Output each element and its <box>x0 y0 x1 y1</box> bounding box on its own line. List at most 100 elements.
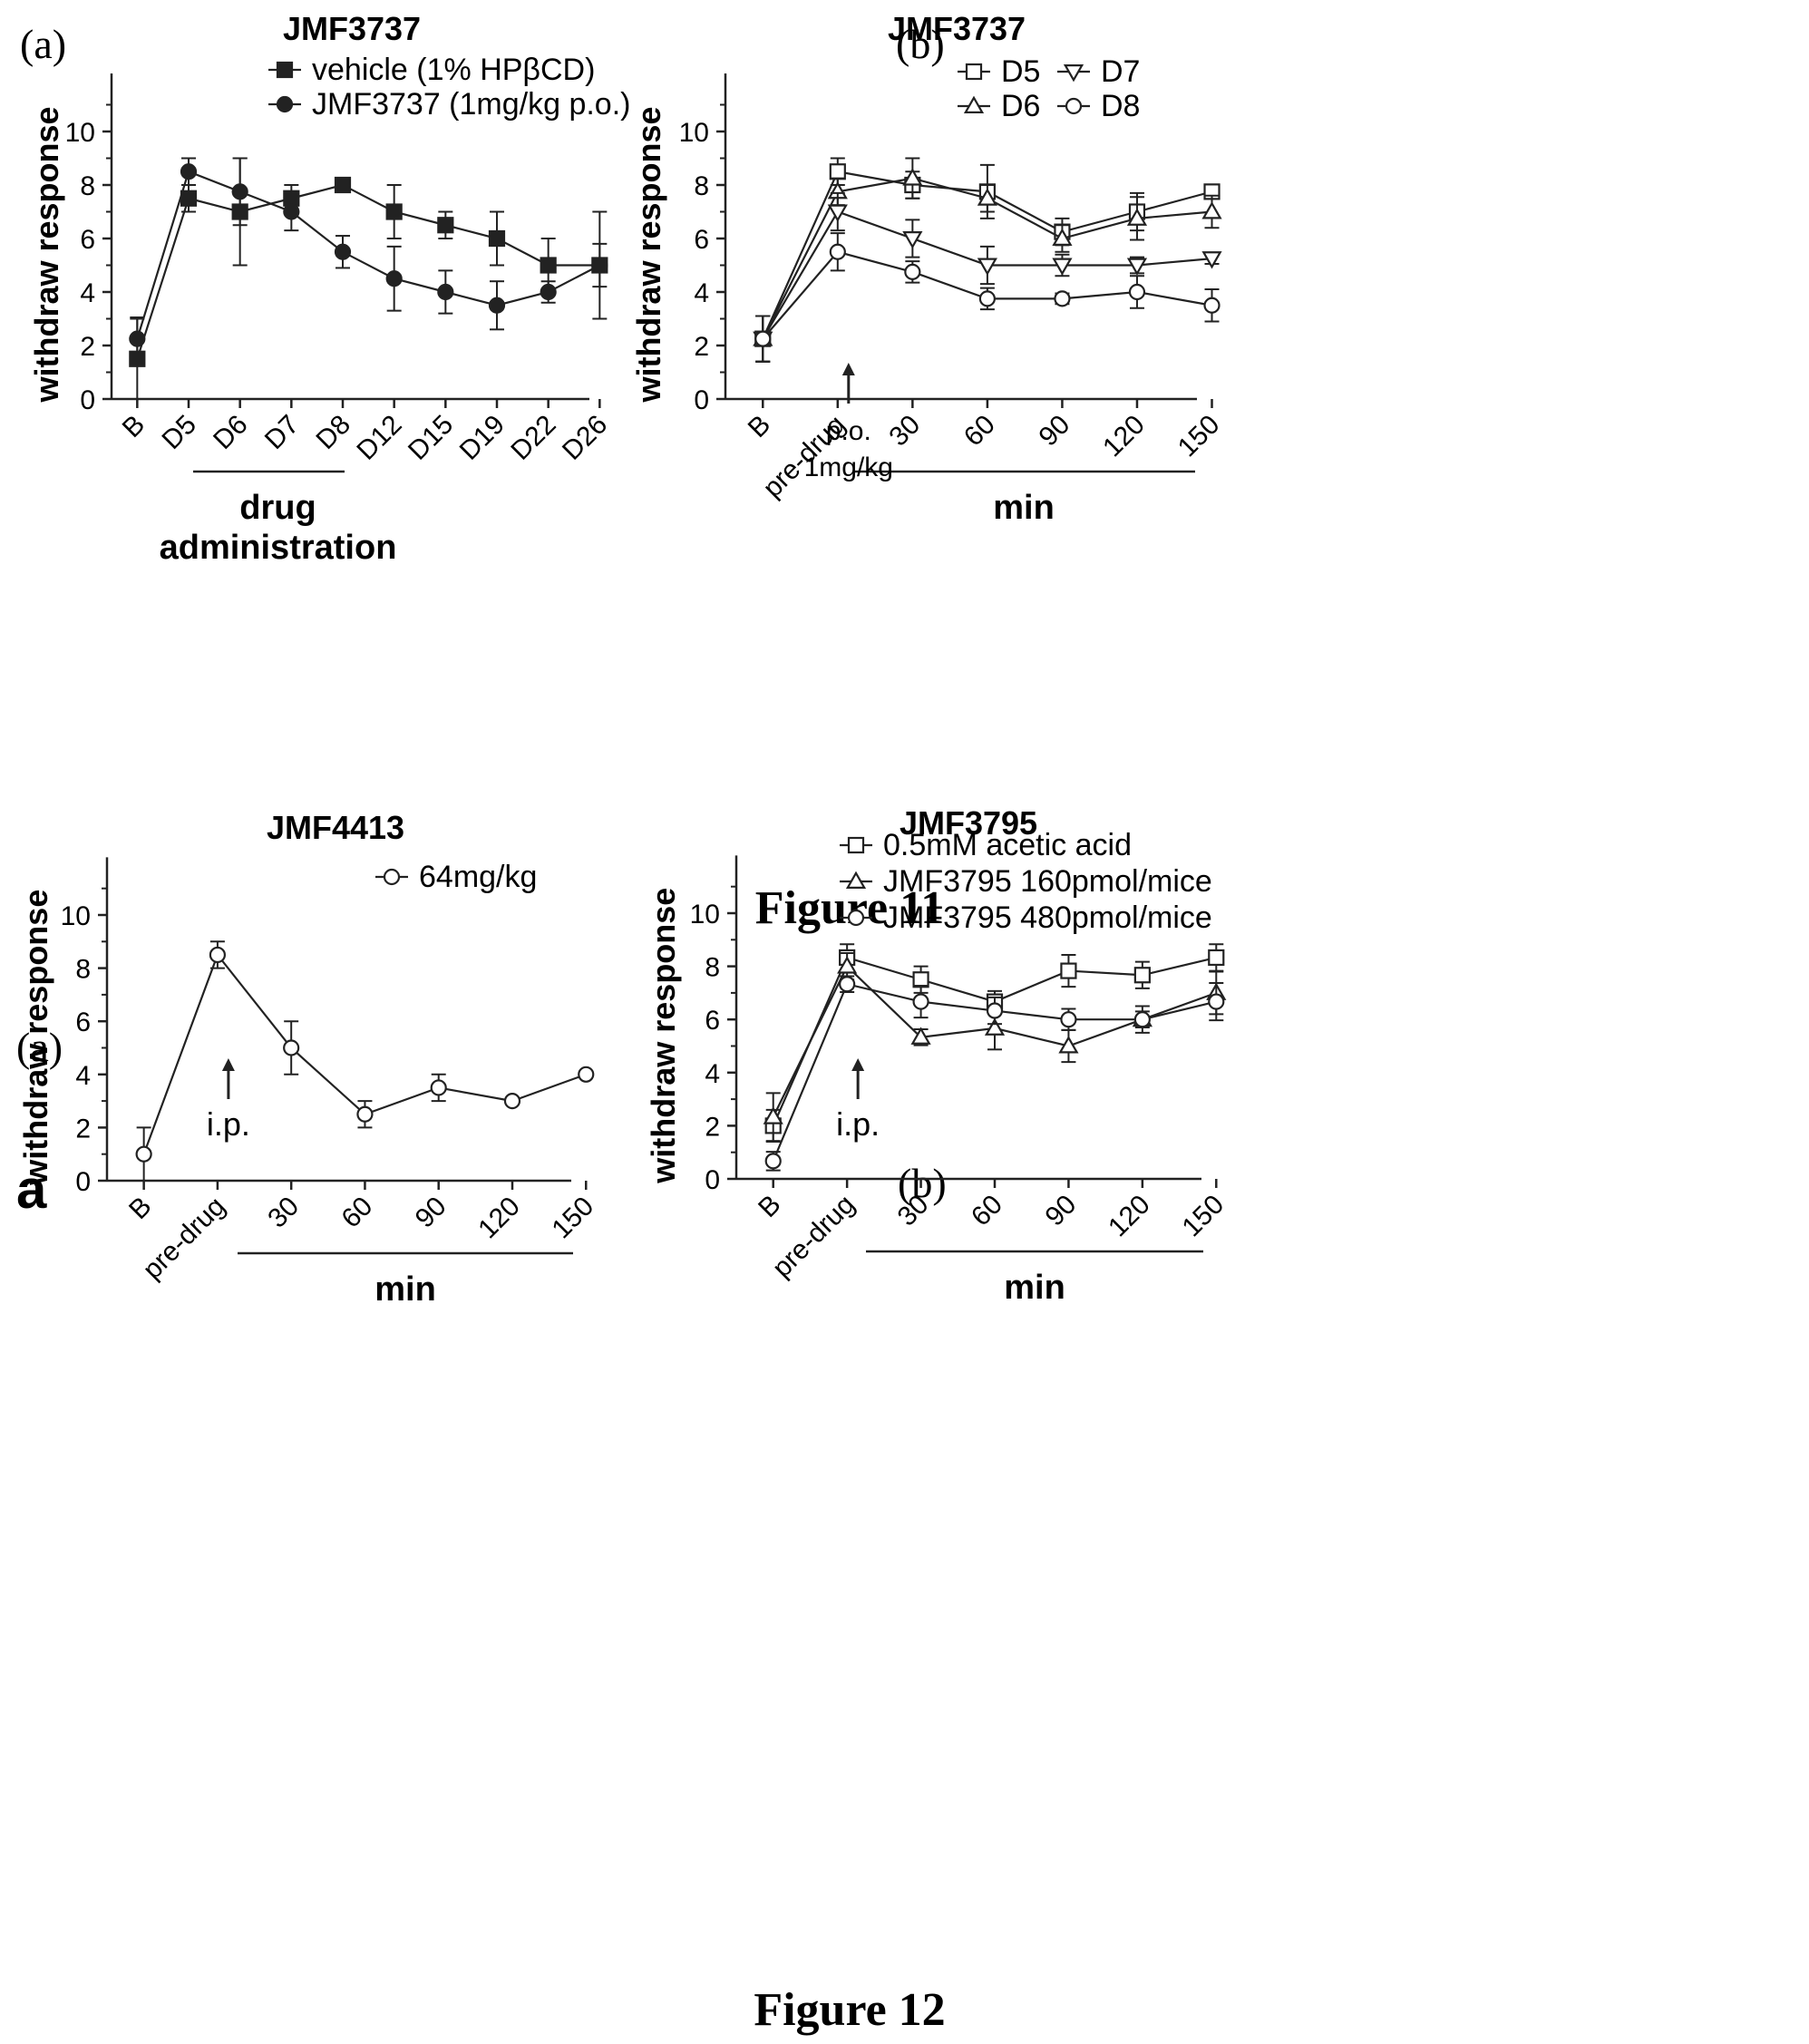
fig11b-point <box>978 290 996 307</box>
fig12a-title: JMF4413 <box>267 809 404 846</box>
fig12b-point <box>1133 967 1151 984</box>
fig12b-legend-marker <box>847 909 865 927</box>
fig11a-point <box>488 297 506 314</box>
fig11b-ylabel: withdraw response <box>630 106 667 403</box>
fig12a-xlabel: min <box>374 1270 436 1309</box>
fig11b-xtick-label: 150 <box>1172 410 1226 463</box>
fig12b-point <box>839 976 856 993</box>
fig11-panel-b-letter: (b) <box>896 21 945 67</box>
fig12b-point <box>837 956 858 974</box>
fig11a-xtick-label: D7 <box>259 410 305 455</box>
fig12b-annotation-arrowhead <box>851 1058 865 1071</box>
chart-fig12b: JMF3795 withdraw response 0 2 4 6 8 10 Bpre-drug… <box>645 804 1230 1307</box>
fig11b-xtick-label: B <box>743 410 776 443</box>
fig11b-xtick-label: 90 <box>1033 410 1075 453</box>
fig11a-ytick-label: 8 <box>80 171 95 201</box>
fig12b-ytick-label: 2 <box>705 1112 720 1142</box>
fig12b-legend-marker <box>847 836 865 854</box>
fig12a-xtick-label: 120 <box>472 1192 526 1245</box>
fig11a-xtick-label: D12 <box>351 410 407 466</box>
fig12b-point <box>912 971 929 988</box>
fig11b-ytick-label: 10 <box>679 118 709 148</box>
fig11b-xtick-label: 60 <box>958 410 1001 453</box>
fig12b-point <box>1208 993 1225 1010</box>
fig12b-xlabel: min <box>1004 1269 1065 1307</box>
fig12b-title: JMF3795 <box>900 804 1037 842</box>
fig12b-xtick-label: 120 <box>1103 1190 1156 1243</box>
fig12b-ytick-label: 6 <box>705 1006 720 1036</box>
fig12b-point <box>986 1002 1004 1019</box>
fig12a-legend-label: 64mg/kg <box>419 860 537 894</box>
fig12a-point <box>430 1079 447 1096</box>
fig11b-point <box>977 258 997 276</box>
fig11b-legend-marker <box>1065 97 1083 115</box>
fig11b-xlabel: min <box>993 489 1055 527</box>
fig12b-point <box>763 1106 783 1124</box>
fig12a-legend-marker <box>383 868 401 886</box>
fig11a-ytick-label: 6 <box>80 225 95 255</box>
fig12b-ylabel: withdraw response <box>645 888 682 1184</box>
fig11a-point <box>437 283 454 301</box>
fig11b-legend-marker <box>963 95 985 114</box>
fig12b-ytick-label: 4 <box>705 1059 720 1089</box>
fig11b-point <box>829 243 846 260</box>
fig11a-xtick-label: B <box>117 410 151 443</box>
fig11b-annotation-text: 1mg/kg <box>804 453 893 482</box>
fig11b-point <box>1052 228 1073 246</box>
fig11b-point <box>977 188 997 206</box>
fig11a-point <box>437 217 454 234</box>
fig11b-point <box>1203 297 1221 314</box>
fig12b-ytick-label: 10 <box>690 900 720 930</box>
fig12b-xtick-label: 150 <box>1177 1190 1230 1243</box>
fig11a-legend-label: JMF3737 (1mg/kg p.o.) <box>312 87 630 122</box>
fig12a-xtick-label: 150 <box>546 1192 599 1245</box>
fig12b-point <box>764 1153 782 1170</box>
fig11a-xtick-label: D6 <box>208 410 253 455</box>
fig12b-xtick-label: 90 <box>1039 1190 1082 1232</box>
fig11b-legend-marker <box>1063 63 1084 83</box>
fig11a-ylabel: withdraw response <box>28 106 65 403</box>
fig12a-point <box>283 1039 300 1056</box>
fig12a-point <box>135 1145 152 1163</box>
fig12a-xtick-label: B <box>123 1192 157 1225</box>
fig11a-ytick-label: 2 <box>80 332 95 362</box>
fig12b-xtick-label: 60 <box>966 1190 1008 1232</box>
fig11a-xtick-label: D19 <box>454 410 511 466</box>
fig12b-legend-label: JMF3795 160pmol/mice <box>883 864 1212 899</box>
fig12b-point <box>1058 1036 1079 1054</box>
fig11a-point <box>283 203 300 220</box>
fig11a-legend-marker <box>276 61 294 79</box>
fig12b-point <box>1060 1011 1077 1028</box>
fig12-caption: Figure 12 <box>754 1984 945 2036</box>
fig11a-point <box>385 203 403 220</box>
fig12b-point <box>1133 1011 1151 1028</box>
fig12b-point <box>912 993 929 1010</box>
fig11b-legend-marker <box>965 63 983 81</box>
fig11a-series-line <box>136 170 600 339</box>
fig12a-ytick-label: 2 <box>75 1114 91 1144</box>
fig12a-annotation-text: i.p. <box>207 1105 250 1143</box>
fig12b-xtick-label: pre-drug <box>767 1190 861 1284</box>
fig11a-point <box>591 257 608 274</box>
fig11a-bracket-label: drug <box>239 489 316 527</box>
fig11a-point <box>129 330 146 347</box>
chart-fig11a: JMF3737 withdraw response 0 2 4 6 8 10 B D5 D6 D7 D8… <box>28 10 630 567</box>
fig11a-point <box>334 243 352 260</box>
fig11a-point <box>180 163 198 180</box>
fig12b-legend-label: JMF3795 480pmol/mice <box>883 900 1212 935</box>
fig11b-annotation-text: p.o. <box>826 416 871 446</box>
fig11a-legend-label: vehicle (1% HPβCD) <box>312 53 595 87</box>
fig11b-ytick-label: 8 <box>694 171 709 201</box>
fig11a-xtick-label: D22 <box>505 410 561 466</box>
fig12b-point <box>910 1027 931 1045</box>
fig11a-point <box>231 183 248 200</box>
fig11a-point <box>334 176 352 194</box>
fig12a-xtick-label: 30 <box>262 1192 305 1234</box>
fig11b-point <box>902 168 923 186</box>
fig11a-ytick-label: 10 <box>65 118 95 148</box>
fig11b-xtick-label: 120 <box>1097 410 1151 463</box>
fig12b-annotation-text: i.p. <box>836 1105 880 1143</box>
fig12-section-letter: (a) <box>16 1024 63 1070</box>
fig12b-xtick-label: B <box>753 1190 786 1223</box>
fig11a-xtick-label: D26 <box>557 410 613 466</box>
